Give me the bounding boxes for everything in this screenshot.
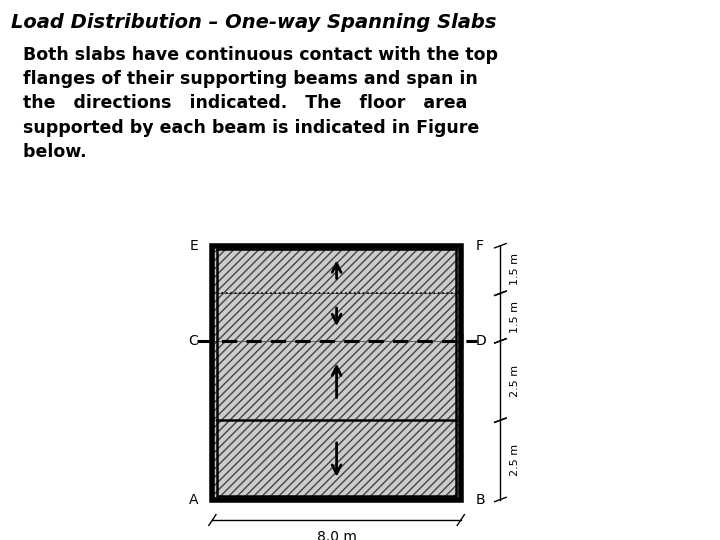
Text: Both slabs have continuous contact with the top
  flanges of their supporting be: Both slabs have continuous contact with … (11, 46, 498, 161)
Text: E: E (189, 239, 198, 253)
Text: 8.0 m: 8.0 m (317, 530, 356, 540)
Text: Load Distribution – One-way Spanning Slabs: Load Distribution – One-way Spanning Sla… (11, 14, 496, 32)
Bar (212, 246, 461, 500)
Text: F: F (475, 239, 483, 253)
Bar (212, 293, 461, 341)
Bar (212, 341, 461, 420)
Bar (217, 249, 456, 496)
Text: C: C (188, 334, 198, 348)
Bar (212, 246, 461, 293)
Text: 2.5 m: 2.5 m (510, 364, 520, 396)
Text: D: D (475, 334, 486, 348)
Text: B: B (475, 492, 485, 507)
Text: 1.5 m: 1.5 m (510, 301, 520, 333)
Text: 2.5 m: 2.5 m (510, 444, 520, 476)
Text: 1.5 m: 1.5 m (510, 253, 520, 286)
Bar (212, 420, 461, 500)
Text: A: A (189, 492, 198, 507)
